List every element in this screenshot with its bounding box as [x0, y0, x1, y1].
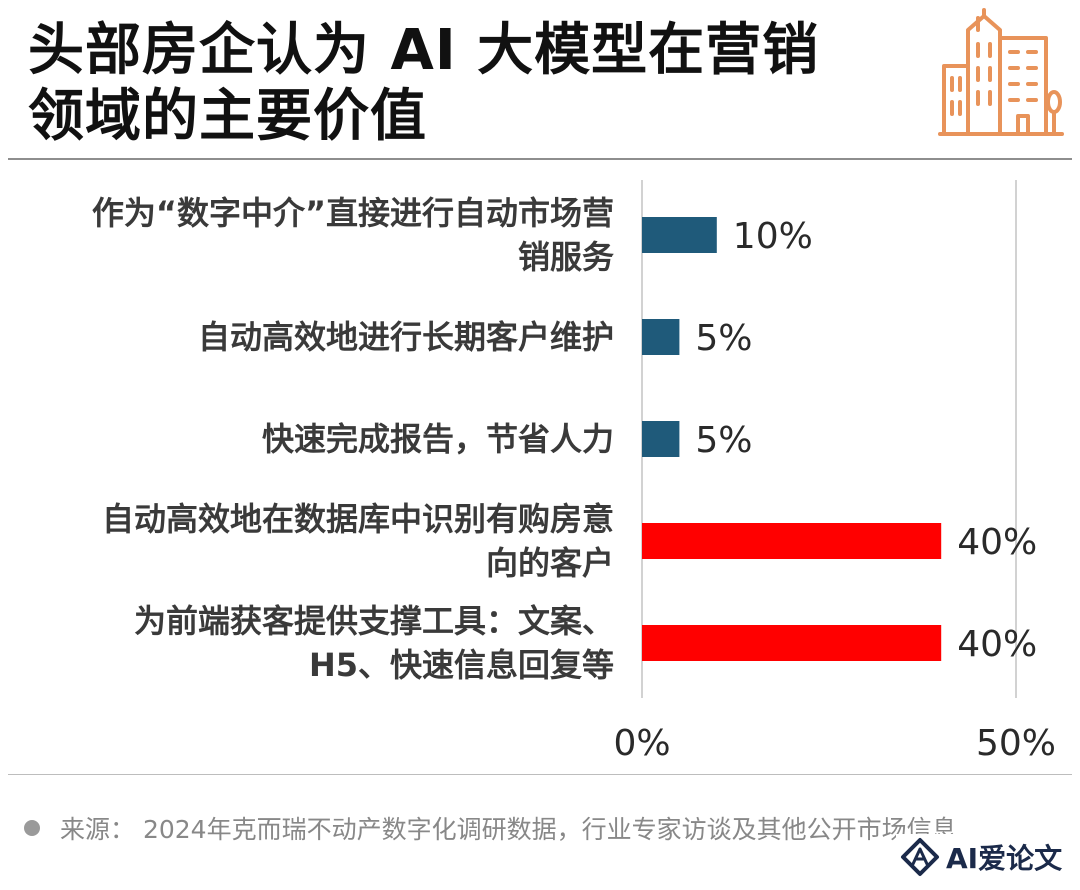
- page-title: 头部房企认为 AI 大模型在营销 领域的主要价值: [28, 18, 888, 150]
- category-label-2: 快速完成报告，节省人力: [262, 420, 614, 458]
- bar-0: [642, 217, 717, 253]
- category-label-1-line-0: 自动高效地进行长期客户维护: [198, 318, 614, 356]
- value-label-4: 40%: [957, 624, 1037, 665]
- title-line-2: 领域的主要价值: [28, 84, 427, 149]
- category-label-4-line-0: 为前端获客提供支撑工具：文案、: [134, 602, 614, 640]
- category-label-0: 作为“数字中介”直接进行自动市场营销服务: [92, 194, 614, 276]
- value-label-0: 10%: [733, 216, 813, 257]
- category-label-4-line-1: H5、快速信息回复等: [309, 646, 614, 684]
- value-label-3: 40%: [957, 522, 1037, 563]
- source-note: 来源： 2024年克而瑞不动产数字化调研数据，行业专家访谈及其他公开市场信息: [20, 810, 1080, 850]
- header-divider: [8, 158, 1072, 160]
- city-buildings-icon: [938, 8, 1064, 136]
- bar-3: [642, 523, 942, 559]
- source-text: 来源： 2024年克而瑞不动产数字化调研数据，行业专家访谈及其他公开市场信息: [60, 815, 957, 844]
- category-label-0-line-1: 销服务: [518, 238, 614, 276]
- x-tick-label-0: 0%: [613, 723, 670, 764]
- x-tick-label-1: 50%: [976, 723, 1056, 764]
- bar-4: [642, 625, 942, 661]
- brand-badge: AI爱论文: [896, 834, 1076, 880]
- bullet-dot-icon: [24, 820, 40, 836]
- category-label-2-line-0: 快速完成报告，节省人力: [262, 420, 614, 458]
- category-label-3: 自动高效地在数据库中识别有购房意向的客户: [102, 500, 614, 582]
- category-label-3-line-1: 向的客户: [486, 544, 614, 582]
- value-label-2: 5%: [695, 420, 752, 461]
- ai-logo-icon: [901, 838, 939, 876]
- category-label-4: 为前端获客提供支撑工具：文案、 H5、快速信息回复等: [134, 602, 614, 684]
- bar-chart: 0% 50% 10% 作为“数字中介”直接进行自动市场营销服务 5% 自动高效地进行长期客…: [92, 180, 1056, 764]
- bar-1: [642, 319, 680, 355]
- category-label-0-line-0: 作为“数字中介”直接进行自动市场营: [92, 194, 614, 232]
- value-label-1: 5%: [695, 318, 752, 359]
- title-line-1: 头部房企认为 AI 大模型在营销: [28, 18, 820, 83]
- category-label-1: 自动高效地进行长期客户维护: [198, 318, 614, 356]
- brand-label: AI爱论文: [946, 842, 1063, 875]
- bar-2: [642, 421, 680, 457]
- footer-divider: [8, 774, 1072, 775]
- category-label-3-line-0: 自动高效地在数据库中识别有购房意: [102, 500, 614, 538]
